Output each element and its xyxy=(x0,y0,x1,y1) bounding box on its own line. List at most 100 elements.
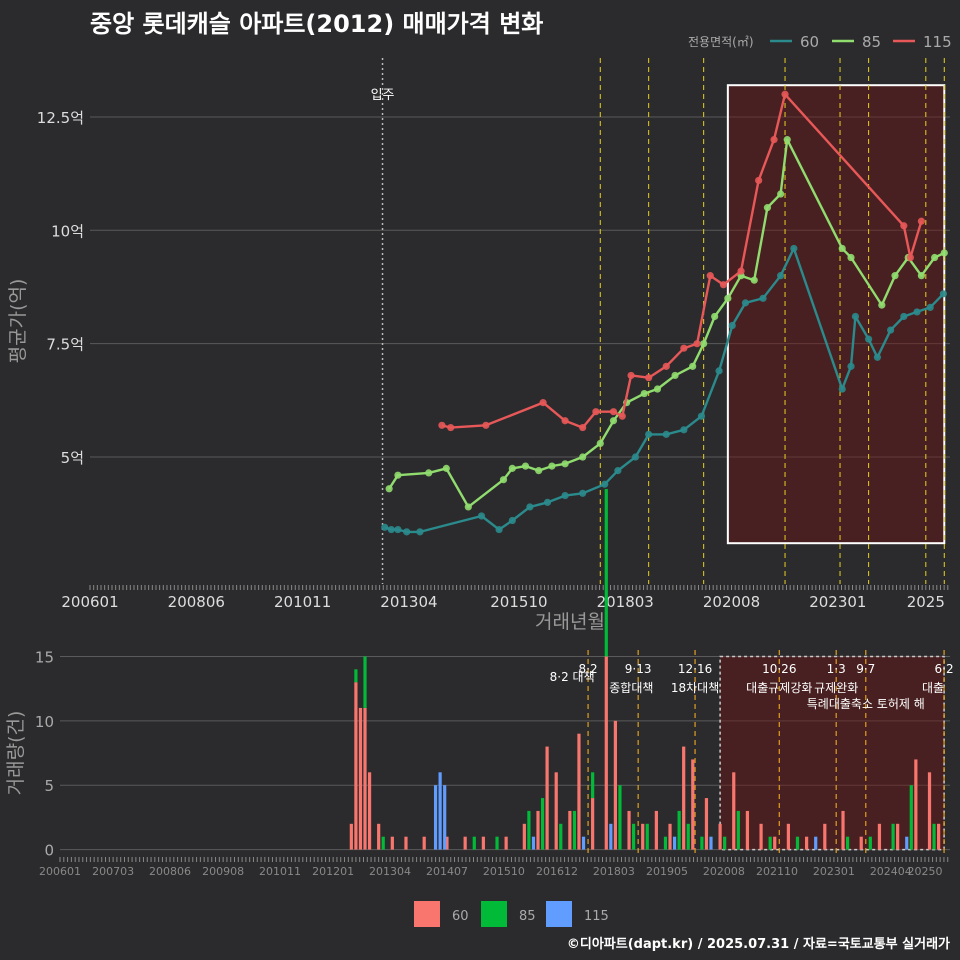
data-point-115 xyxy=(438,421,446,429)
volume-bar-60 xyxy=(877,823,882,850)
legend-label-volume-85: 85 xyxy=(519,909,536,924)
policy-label: 8·2 대책 xyxy=(550,669,595,684)
data-point-115 xyxy=(447,423,455,432)
legend-label-volume-115: 115 xyxy=(584,909,609,924)
data-point-60 xyxy=(697,412,706,420)
data-point-85 xyxy=(579,453,587,461)
volume-bar-115 xyxy=(814,836,818,850)
data-point-60 xyxy=(508,516,516,525)
volume-bar-60 xyxy=(718,823,722,850)
data-point-115 xyxy=(609,408,618,416)
volume-bar-60 xyxy=(896,823,900,850)
x-tick-label-volume: 201407 xyxy=(426,865,468,878)
data-point-85 xyxy=(609,417,618,425)
volume-bar-60 xyxy=(463,836,467,850)
volume-bar-85 xyxy=(868,836,872,850)
data-point-115 xyxy=(645,374,653,382)
volume-bar-115 xyxy=(581,836,586,850)
chart-title: 중앙 롯데캐슬 아파트(2012) 매매가격 변화 xyxy=(90,10,544,38)
data-point-85 xyxy=(931,253,939,262)
volume-bar-60 xyxy=(404,836,408,850)
data-point-85 xyxy=(596,439,604,448)
data-point-85 xyxy=(385,485,393,493)
volume-bar-60 xyxy=(682,746,686,850)
data-point-85 xyxy=(689,362,697,370)
y-tick-label: 7.5억 xyxy=(46,336,84,354)
x-tick-label: 201304 xyxy=(380,593,437,611)
y-tick-label: 12.5억 xyxy=(37,109,84,127)
volume-bar-60 xyxy=(654,810,658,850)
data-point-60 xyxy=(495,525,503,534)
policy-label: 종합대책 xyxy=(609,680,653,695)
y-tick-label-volume: 5 xyxy=(44,777,54,795)
data-point-85 xyxy=(464,503,472,511)
volume-bar-60 xyxy=(859,836,863,850)
data-point-115 xyxy=(618,412,626,420)
data-point-85 xyxy=(838,244,846,253)
x-tick-label-volume: 202301 xyxy=(813,865,855,878)
volume-bar-60 xyxy=(823,823,827,850)
volume-bar-60 xyxy=(691,759,695,850)
data-point-85 xyxy=(711,312,719,321)
x-tick-label-volume: 200806 xyxy=(149,865,191,878)
data-point-60 xyxy=(477,512,486,520)
data-point-85 xyxy=(499,476,508,484)
policy-label: 대출 xyxy=(922,681,944,695)
volume-bar-60 xyxy=(641,823,645,850)
x-tick-label-volume: 201510 xyxy=(483,865,525,878)
data-point-60 xyxy=(715,367,723,375)
x-tick-label-volume: 201201 xyxy=(312,865,354,878)
volume-bar-115 xyxy=(672,836,677,850)
volume-bar-60 xyxy=(536,810,540,850)
volume-bar-115 xyxy=(443,785,447,850)
x-tick-label-volume: 20250 xyxy=(907,865,942,878)
volume-bar-60 xyxy=(704,798,709,850)
y-tick-label-volume: 10 xyxy=(35,713,54,731)
policy-date-label: 9·13 xyxy=(625,662,652,676)
volume-bar-60 xyxy=(522,823,526,850)
data-point-115 xyxy=(906,253,915,262)
data-point-85 xyxy=(917,272,926,280)
data-point-85 xyxy=(878,301,886,309)
volume-bar-85 xyxy=(527,810,531,850)
data-point-60 xyxy=(543,498,552,506)
data-point-115 xyxy=(592,408,600,416)
move-in-label: 입주 xyxy=(371,88,395,103)
volume-bar-60 xyxy=(604,656,608,850)
data-point-60 xyxy=(759,294,767,302)
volume-bar-60 xyxy=(363,707,367,850)
data-point-60 xyxy=(865,335,873,343)
data-point-115 xyxy=(482,421,490,429)
legend-label-60: 60 xyxy=(800,33,819,51)
data-point-60 xyxy=(561,491,569,500)
volume-bar-60 xyxy=(554,772,558,850)
x-tick-label-volume: 201011 xyxy=(259,865,301,878)
data-point-85 xyxy=(700,340,708,348)
volume-bar-60 xyxy=(445,836,449,850)
x-tick-label: 201011 xyxy=(274,593,331,611)
policy-date-label: 9·7 xyxy=(856,662,875,676)
volume-bar-60 xyxy=(613,720,617,850)
legend-label-volume-60: 60 xyxy=(452,909,469,924)
x-tick-label: 202008 xyxy=(703,593,760,611)
y-axis-title-volume: 거래량(건) xyxy=(5,711,27,796)
volume-bar-60 xyxy=(914,759,918,850)
data-point-60 xyxy=(790,244,798,253)
data-point-85 xyxy=(724,294,732,302)
data-point-115 xyxy=(662,362,670,370)
policy-label: 18차대책 xyxy=(671,680,719,695)
x-tick-label: 201510 xyxy=(490,593,547,611)
volume-bar-85 xyxy=(909,785,913,850)
volume-bar-85 xyxy=(354,669,358,683)
volume-bar-60 xyxy=(841,810,845,850)
data-point-85 xyxy=(640,389,648,398)
data-point-60 xyxy=(645,430,653,438)
x-tick-label-volume: 201304 xyxy=(369,865,411,878)
volume-bar-85 xyxy=(723,836,727,850)
volume-bar-85 xyxy=(700,836,704,850)
data-point-85 xyxy=(561,460,569,468)
volume-bar-60 xyxy=(481,836,485,850)
data-point-60 xyxy=(847,362,855,370)
volume-bar-85 xyxy=(540,798,545,850)
y-tick-label: 5억 xyxy=(61,449,84,467)
